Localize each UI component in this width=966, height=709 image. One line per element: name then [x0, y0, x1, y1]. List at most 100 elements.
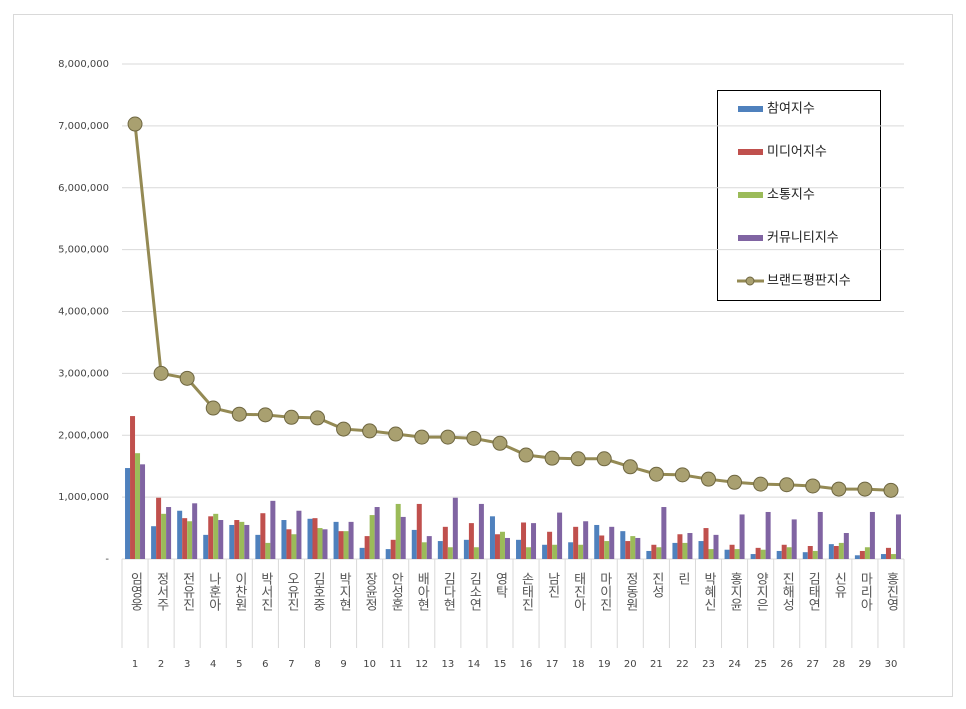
rank-label: 24	[728, 659, 741, 670]
line-marker	[544, 450, 560, 466]
bar	[578, 544, 584, 559]
x-tick-label: 정동원	[623, 572, 638, 611]
line-marker	[518, 447, 534, 463]
legend-label: 브랜드평판지수	[767, 274, 851, 289]
bar	[156, 497, 162, 559]
bar	[494, 534, 500, 559]
bar	[478, 503, 484, 559]
x-tick-label: 홍진영	[883, 572, 898, 611]
line-marker	[857, 481, 873, 497]
bar	[646, 550, 652, 559]
bar	[828, 544, 834, 559]
rank-label: 23	[702, 659, 715, 670]
bar	[395, 503, 401, 559]
bar	[791, 519, 797, 559]
bar	[599, 535, 605, 559]
line-marker	[674, 467, 690, 483]
x-tick-label: 박지현	[336, 572, 351, 611]
bar	[859, 550, 865, 559]
bar	[265, 542, 271, 559]
bar	[651, 544, 657, 559]
bar	[708, 549, 714, 559]
bar	[307, 518, 313, 559]
x-tick-label: 장윤정	[362, 572, 377, 611]
bar	[812, 550, 818, 559]
bar	[542, 544, 548, 559]
x-tick-label: 마리아	[857, 572, 872, 611]
rank-label: 5	[236, 659, 242, 670]
rank-label: 25	[754, 659, 767, 670]
bar	[270, 500, 276, 559]
bar	[880, 554, 886, 559]
x-tick-label: 임영웅	[128, 572, 143, 611]
x-tick-label: 마이진	[597, 572, 612, 611]
bar	[182, 518, 188, 559]
y-tick-label: 7,000,000	[58, 121, 109, 132]
bar	[473, 547, 479, 559]
bar	[604, 541, 610, 559]
bar	[854, 555, 860, 559]
bar	[463, 539, 469, 559]
bar	[426, 536, 432, 559]
x-tick-label: 김호중	[310, 572, 325, 611]
bar	[296, 510, 302, 559]
bar	[609, 526, 615, 559]
bar	[151, 526, 157, 559]
bar	[531, 523, 537, 559]
bar	[677, 534, 683, 559]
bar	[411, 529, 417, 559]
rank-label: 18	[572, 659, 585, 670]
bar	[698, 541, 704, 559]
bar	[260, 513, 266, 559]
bar	[661, 507, 667, 559]
line-marker	[701, 471, 716, 487]
bar	[552, 544, 558, 559]
bar	[390, 539, 396, 559]
bar	[177, 510, 183, 559]
bar	[516, 539, 522, 559]
bar	[557, 512, 563, 559]
bar	[635, 537, 641, 559]
line-marker	[362, 423, 378, 439]
y-tick-label: 8,000,000	[58, 59, 109, 70]
bar	[400, 516, 406, 559]
bar	[594, 524, 600, 559]
legend-swatch	[745, 276, 755, 286]
x-tick-label: 김소연	[466, 572, 481, 611]
rank-label: 14	[468, 659, 481, 670]
x-tick-label: 남진	[545, 572, 560, 598]
bar	[374, 507, 380, 559]
x-tick-label: 영탁	[492, 572, 507, 598]
rank-label: 12	[415, 659, 428, 670]
bar	[713, 534, 719, 559]
bar	[213, 513, 219, 559]
bar	[504, 537, 510, 559]
bar	[281, 520, 287, 559]
rank-label: 17	[546, 659, 559, 670]
bar	[583, 521, 589, 559]
line-marker	[440, 429, 456, 445]
bar	[521, 522, 527, 559]
bar	[833, 546, 839, 559]
x-tick-label: 김다현	[440, 572, 455, 611]
y-tick-label: -	[105, 554, 109, 565]
bar	[187, 521, 193, 559]
line-marker	[388, 426, 404, 442]
bar	[499, 531, 505, 559]
line-marker	[648, 466, 664, 482]
legend-label: 미디어지수	[767, 145, 827, 160]
bar	[724, 549, 730, 559]
bar	[348, 521, 354, 559]
line-marker	[205, 400, 221, 416]
bar	[573, 526, 579, 559]
rank-label: 26	[780, 659, 793, 670]
y-tick-label: 4,000,000	[58, 307, 109, 318]
x-tick-label: 전유진	[180, 572, 195, 611]
bar	[208, 516, 214, 559]
bar	[135, 453, 141, 559]
rank-label: 10	[363, 659, 376, 670]
line-marker	[310, 410, 325, 426]
rank-label: 20	[624, 659, 637, 670]
bar	[781, 544, 787, 559]
y-tick-label: 3,000,000	[58, 368, 109, 379]
